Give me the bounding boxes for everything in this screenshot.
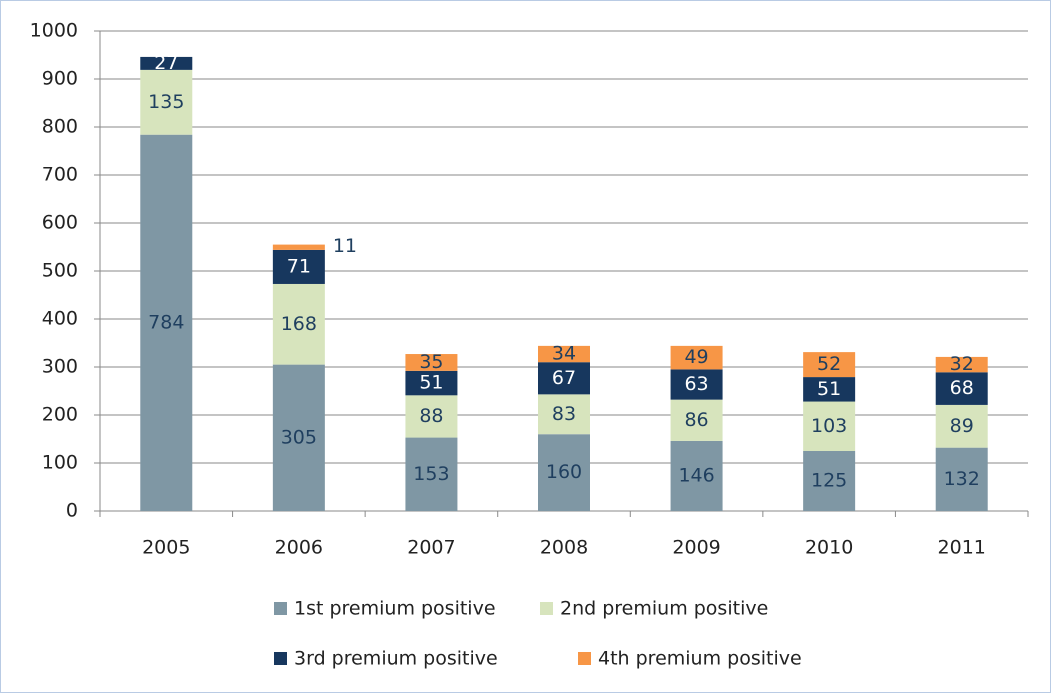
bar-segment [803, 352, 856, 378]
bar-segment [272, 244, 325, 250]
x-tick-label: 2008 [540, 537, 588, 559]
y-tick-label: 100 [42, 452, 78, 474]
bar-segment [272, 283, 325, 365]
data-label: 784 [148, 311, 184, 333]
legend-swatch [578, 652, 591, 665]
data-label: 34 [552, 343, 576, 365]
bar-segment [935, 356, 988, 373]
y-tick-label: 0 [66, 500, 78, 522]
bar-segment [538, 394, 590, 435]
data-label: 83 [552, 403, 576, 425]
bar-segment [935, 404, 988, 448]
data-label: 51 [817, 378, 841, 400]
bar-segment [405, 370, 458, 396]
data-label: 32 [950, 353, 974, 375]
y-tick-label: 400 [42, 308, 78, 330]
bar-segment [670, 369, 723, 400]
bar-segment [405, 437, 458, 511]
data-label: 160 [546, 461, 582, 483]
bar-segment [538, 345, 590, 363]
data-label: 11 [333, 235, 357, 257]
bar-segment [803, 401, 856, 451]
y-tick-label: 800 [42, 116, 78, 138]
y-tick-label: 1000 [30, 20, 78, 42]
data-label: 68 [950, 377, 974, 399]
legend-label: 4th premium positive [598, 648, 802, 670]
y-tick-label: 700 [42, 164, 78, 186]
data-label: 132 [944, 468, 980, 490]
legend-swatch [274, 652, 287, 665]
bar-segment [140, 69, 193, 135]
data-label: 103 [811, 415, 847, 437]
bar-segment [935, 372, 988, 405]
y-tick-label: 900 [42, 68, 78, 90]
y-tick-label: 200 [42, 404, 78, 426]
legend-label: 2nd premium positive [560, 598, 768, 620]
bar-segment [538, 434, 590, 511]
bar-segment [272, 364, 325, 511]
legend-label: 3rd premium positive [294, 648, 498, 670]
bar-segment [670, 345, 723, 370]
data-label: 35 [419, 351, 443, 373]
bar-segment [405, 395, 458, 438]
x-tick-label: 2011 [938, 537, 986, 559]
data-label: 49 [684, 346, 708, 368]
bar-segment [670, 399, 723, 441]
data-label: 27 [154, 52, 178, 74]
bar-segment [803, 377, 856, 402]
bar-segment [670, 440, 723, 511]
legend-label: 1st premium positive [294, 598, 496, 620]
data-label: 71 [287, 255, 311, 277]
data-label: 168 [281, 313, 317, 335]
bar-segment [538, 362, 590, 395]
x-tick-label: 2010 [805, 537, 853, 559]
legend-swatch [540, 602, 553, 615]
data-label: 67 [552, 367, 576, 389]
bar-segment [140, 134, 193, 511]
bar-segment [803, 451, 856, 511]
legend-swatch [274, 602, 287, 615]
data-label: 89 [950, 415, 974, 437]
x-tick-label: 2009 [672, 537, 720, 559]
data-label: 86 [684, 409, 708, 431]
bar-segment [272, 249, 325, 284]
bar-segment [405, 354, 458, 371]
data-label: 153 [413, 463, 449, 485]
data-label: 51 [419, 372, 443, 394]
y-tick-label: 300 [42, 356, 78, 378]
x-tick-label: 2007 [407, 537, 455, 559]
bar-segment [140, 56, 193, 70]
y-tick-label: 500 [42, 260, 78, 282]
x-tick-label: 2005 [142, 537, 190, 559]
data-label: 52 [817, 353, 841, 375]
data-label: 305 [281, 426, 317, 448]
data-label: 135 [148, 91, 184, 113]
data-label: 125 [811, 470, 847, 492]
bar-segment [935, 447, 988, 511]
data-label: 88 [419, 405, 443, 427]
data-label: 146 [678, 464, 714, 486]
data-label: 63 [684, 373, 708, 395]
y-tick-label: 600 [42, 212, 78, 234]
x-tick-label: 2006 [275, 537, 323, 559]
